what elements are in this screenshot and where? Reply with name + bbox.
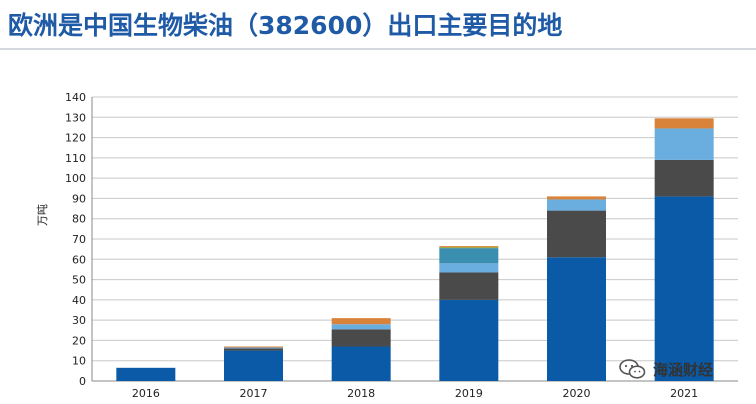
bar-segment-2016-s1 <box>116 367 176 381</box>
title-divider <box>0 48 756 50</box>
y-axis-label: 万吨 <box>36 204 49 226</box>
y-tick-label: 70 <box>72 233 86 246</box>
watermark-text: 海涵财经 <box>653 360 714 379</box>
bar-segment-2018-s2 <box>331 329 391 347</box>
bar-segment-2018-s3 <box>331 324 391 330</box>
y-tick-label: 130 <box>65 111 86 124</box>
wechat-icon <box>619 359 646 379</box>
x-tick-label: 2017 <box>240 387 268 400</box>
bar-segment-2019-s3 <box>439 263 499 273</box>
y-tick-label: 140 <box>65 91 86 104</box>
x-tick-label: 2019 <box>455 387 483 400</box>
bar-segment-2019-s6 <box>439 246 499 248</box>
y-tick-label: 120 <box>65 132 86 145</box>
y-tick-label: 30 <box>72 314 86 327</box>
y-tick-label: 90 <box>72 192 86 205</box>
y-tick-label: 110 <box>65 152 86 165</box>
bar-segment-2017-s3 <box>224 347 283 349</box>
x-tick-label: 2016 <box>132 387 160 400</box>
bar-segment-2017-s6 <box>224 346 283 348</box>
bar-segment-2017-s2 <box>224 348 283 351</box>
bar-segment-2020-s2 <box>547 210 606 258</box>
bar-segment-2021-s1 <box>654 196 714 381</box>
bar-segment-2021-s6 <box>654 118 714 129</box>
page-title: 欧洲是中国生物柴油（382600）出口主要目的地 <box>8 11 563 40</box>
bar-segment-2019-s1 <box>439 299 499 381</box>
bar-segment-2018-s6 <box>331 318 391 325</box>
y-tick-label: 20 <box>72 334 86 347</box>
bar-segment-2018-s1 <box>331 346 391 381</box>
bar-segment-2020-s1 <box>547 257 606 381</box>
y-tick-label: 50 <box>72 274 86 287</box>
bar-segment-2019-s2 <box>439 272 499 300</box>
x-tick-label: 2018 <box>347 387 375 400</box>
y-tick-label: 80 <box>72 213 86 226</box>
bar-segment-2019-s4 <box>439 248 499 264</box>
bar-segment-2020-s6 <box>547 196 606 200</box>
bar-segment-2019-s5 <box>439 247 499 249</box>
bar-segment-2017-s1 <box>224 350 283 381</box>
x-tick-label: 2020 <box>563 387 591 400</box>
watermark: 海涵财经 <box>618 356 713 382</box>
y-tick-label: 100 <box>65 172 86 185</box>
y-tick-label: 40 <box>72 294 86 307</box>
y-tick-label: 60 <box>72 253 86 266</box>
y-tick-label: 10 <box>72 355 86 368</box>
y-tick-label: 0 <box>79 375 86 388</box>
bar-segment-2021-s2 <box>654 159 714 197</box>
bar-segment-2020-s3 <box>547 199 606 211</box>
x-tick-label: 2021 <box>670 387 698 400</box>
bar-segment-2021-s3 <box>654 128 714 160</box>
